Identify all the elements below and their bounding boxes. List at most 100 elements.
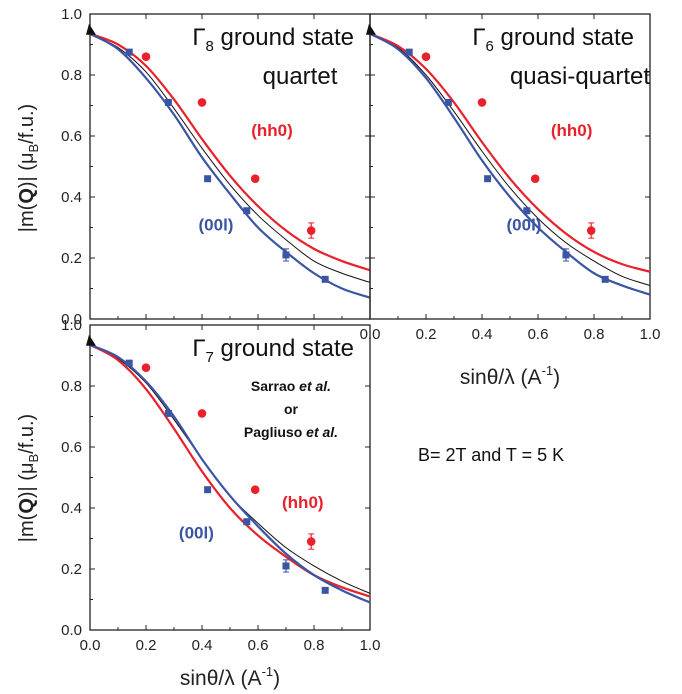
title-rest: ground state <box>494 24 634 51</box>
x-tick-label: 0.2 <box>416 326 437 343</box>
panel-subtitle: quartet <box>263 63 338 90</box>
y-axis-label: |m(Q)| (μB/f.u.) <box>16 104 41 232</box>
panel-title: Γ6 ground state <box>472 24 634 55</box>
panel-gamma8: 0.0 0.2 0.4 0.6 0.8 1.0 Γ8 ground state quartet… <box>61 6 371 328</box>
origin-marker <box>366 23 376 35</box>
y-tick-label: 0.4 <box>61 189 82 206</box>
hh0-point <box>530 174 540 183</box>
hh0-point <box>141 363 151 373</box>
hh0-label: (hh0) <box>251 121 293 140</box>
y-label-prefix: |m( <box>16 203 38 232</box>
y-tick-label: 0.0 <box>61 311 82 328</box>
hh0-point <box>421 52 431 61</box>
hh0-point <box>306 226 316 235</box>
plot-frame <box>89 13 371 320</box>
title-gamma: Γ <box>192 24 205 51</box>
001-fit-curve <box>89 343 371 604</box>
panel-subtitle: quasi-quartet <box>510 63 650 90</box>
001-point <box>243 518 251 526</box>
001-point <box>321 586 329 594</box>
001-label: (00l) <box>507 216 542 235</box>
y-label-prefix: |m( <box>16 513 38 542</box>
001-point <box>125 48 133 56</box>
y-label-sub: B <box>26 144 41 153</box>
title-subscript: 6 <box>486 38 494 55</box>
hh0-point <box>477 98 487 107</box>
y-label-bold: Q <box>16 498 38 514</box>
y-label-end: /f.u.) <box>16 104 38 144</box>
001-label: (00l) <box>199 216 234 235</box>
x-axis-label: sinθ/λ (A-1) <box>180 664 280 690</box>
001-point <box>405 48 413 56</box>
citation-author: Sarrao <box>251 378 299 394</box>
x-label-end: ) <box>553 366 560 389</box>
hh0-point <box>250 174 260 183</box>
title-rest: ground state <box>214 24 354 51</box>
hh0-point <box>197 98 207 107</box>
x-axis-label: sinθ/λ (A-1) <box>460 363 560 389</box>
x-tick-label: 0.4 <box>192 637 213 654</box>
citation-author: Pagliuso <box>244 424 306 440</box>
hh0-label: (hh0) <box>282 493 324 512</box>
y-tick-label: 0.8 <box>61 378 82 395</box>
y-tick-label: 0.2 <box>61 561 82 578</box>
title-gamma: Γ <box>472 24 485 51</box>
x-tick-label: 0.6 <box>248 637 269 654</box>
axis-labels: sinθ/λ (A-1)sinθ/λ (A-1)|m(Q)| (μB/f.u.)… <box>16 104 560 690</box>
y-label-sub: B <box>26 454 41 463</box>
theory-curve <box>369 33 651 286</box>
001-point <box>164 98 172 106</box>
panel-gamma6: 0.0 0.2 0.4 0.6 0.8 1.0Γ6 ground statequasi-q… <box>360 13 661 343</box>
001-point <box>164 409 172 417</box>
y-tick-label: 0.8 <box>61 67 82 84</box>
x-label-sup: -1 <box>542 363 554 378</box>
hh0-point <box>306 537 316 546</box>
hh0-fit-curve <box>89 32 371 272</box>
hh0-point <box>197 409 207 418</box>
x-label-end: ) <box>273 667 280 690</box>
001-point <box>484 175 492 183</box>
title-subscript: 8 <box>206 38 214 55</box>
y-label-mid: )| (μ <box>16 463 38 499</box>
001-point <box>282 251 290 259</box>
panel-title: Γ7 ground state <box>192 335 354 366</box>
x-label-sup: -1 <box>262 664 274 679</box>
y-label-bold: Q <box>16 188 38 204</box>
001-point <box>321 275 329 283</box>
y-tick-label: 1.0 <box>61 6 82 23</box>
y-label-end: /f.u.) <box>16 414 38 454</box>
y-label-mid: )| (μ <box>16 153 38 189</box>
x-tick-label: 1.0 <box>360 637 381 654</box>
001-point <box>562 251 570 259</box>
origin-marker <box>86 334 96 346</box>
y-tick-label: 0.6 <box>61 439 82 456</box>
y-tick-label: 0.0 <box>61 622 82 639</box>
hh0-point <box>250 485 260 495</box>
hh0-fit-curve <box>369 32 651 273</box>
001-point <box>204 486 212 494</box>
001-point <box>523 207 531 215</box>
y-tick-label: 0.4 <box>61 500 82 517</box>
citation-etal: et al. <box>306 424 338 440</box>
hh0-point <box>141 52 151 61</box>
x-tick-label: 1.0 <box>640 326 661 343</box>
x-tick-label: 0.6 <box>528 326 549 343</box>
001-point <box>243 207 251 215</box>
citation-line: Sarrao et al. <box>251 378 331 394</box>
citation-etal: et al. <box>299 378 331 394</box>
y-tick-label: 0.6 <box>61 128 82 145</box>
x-tick-label: 0.4 <box>472 326 493 343</box>
x-label-base: sinθ/λ (A <box>460 366 542 389</box>
001-point <box>282 562 290 570</box>
citation-line: Pagliuso et al. <box>244 424 338 440</box>
y-axis-label: |m(Q)| (μB/f.u.) <box>16 414 41 542</box>
y-tick-label: 1.0 <box>61 317 82 334</box>
condition-text: B= 2T and T = 5 K <box>418 445 564 465</box>
001-label: (00l) <box>179 524 214 543</box>
x-tick-label: 0.8 <box>304 637 325 654</box>
x-tick-label: 0.0 <box>80 637 101 654</box>
title-rest: ground state <box>214 335 354 362</box>
001-point <box>125 359 133 367</box>
origin-marker <box>86 23 96 35</box>
